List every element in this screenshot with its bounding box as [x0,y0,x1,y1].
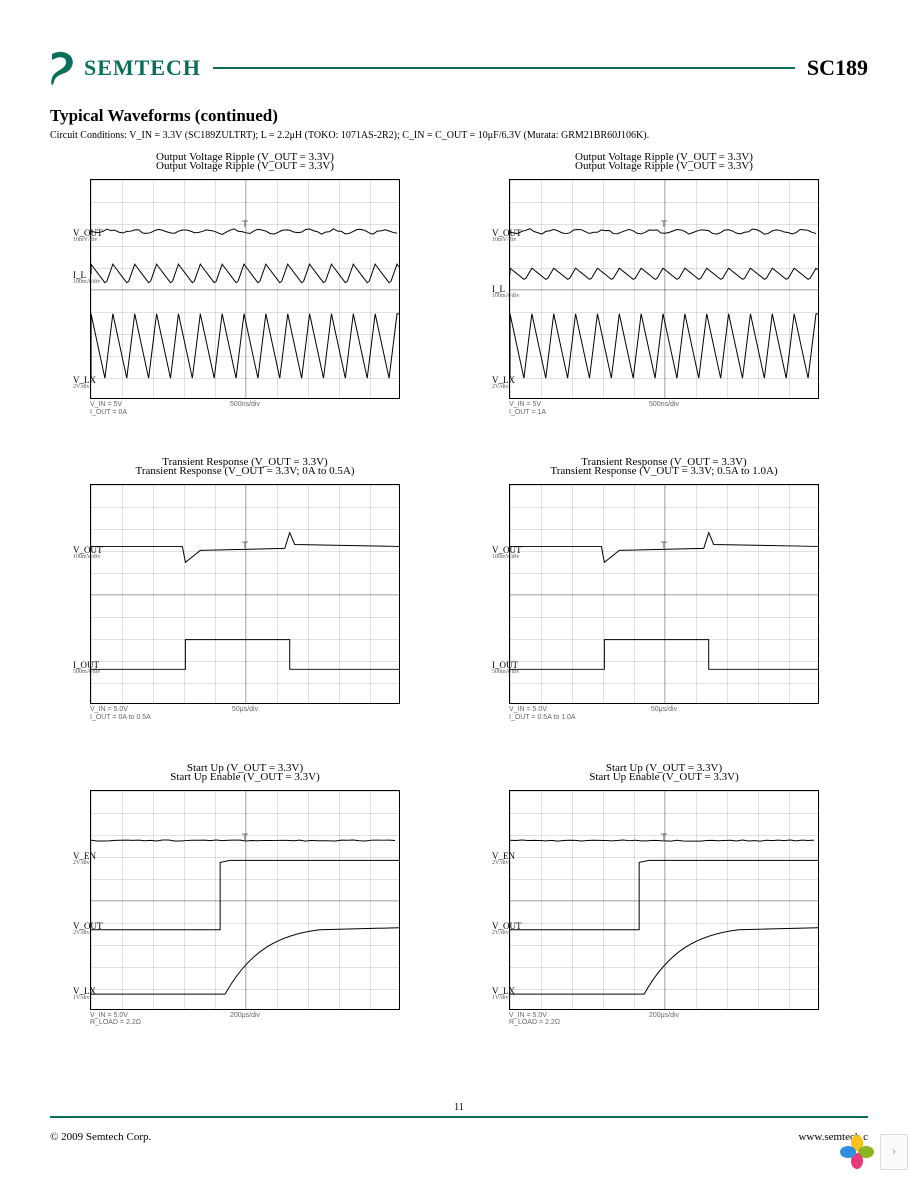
waveform-panel: Output Voltage Ripple (V_OUT = 3.3V) Out… [80,151,410,416]
trigger-marker-icon: ⊤ [660,833,668,841]
trigger-marker-icon: ⊤ [241,220,249,228]
scope-footer: V_IN = 5VI_OUT = 1A 500ns/div [509,401,819,416]
panel-title: Transient Response (V_OUT = 3.3V) Transi… [80,456,410,484]
section-title: Typical Waveforms (continued) [50,106,868,126]
circuit-conditions: Circuit Conditions: V_IN = 3.3V (SC189ZU… [50,130,868,141]
oscilloscope-plot: V_OUT10mV/divI_L100mA/divV_LX2V/div ⊤ [90,179,400,399]
petal-logo-icon [840,1135,874,1169]
header-rule [213,67,795,69]
oscilloscope-plot: V_EN2V/divV_OUT2V/divV_LX1V/div ⊤ [509,790,819,1010]
oscilloscope-plot: V_EN2V/divV_OUT2V/divV_LX1V/div ⊤ [90,790,400,1010]
page-header: SEMTECH SC189 [50,50,868,86]
brand-logo: SEMTECH [50,50,201,86]
corner-widget: › [840,1134,908,1170]
trigger-marker-icon: ⊤ [660,220,668,228]
brand-name: SEMTECH [84,55,201,81]
footer-rule [50,1116,868,1118]
trigger-marker-icon: ⊤ [241,541,249,549]
panel-title: Start Up (V_OUT = 3.3V) Start Up Enable … [80,762,410,790]
oscilloscope-plot: V_OUT10mV/divI_L100mA/divV_LX2V/div ⊤ [509,179,819,399]
panel-title: Output Voltage Ripple (V_OUT = 3.3V) Out… [80,151,410,179]
page-footer: © 2009 Semtech Corp. www.semtech.c [50,1131,868,1143]
waveform-panel: Start Up (V_OUT = 3.3V) Start Up Enable … [80,762,410,1027]
waveform-panel: Transient Response (V_OUT = 3.3V) Transi… [80,456,410,721]
oscilloscope-plot: V_OUT100mV/divI_OUT500mA/div ⊤ [509,484,819,704]
copyright: © 2009 Semtech Corp. [50,1131,151,1143]
waveform-grid: Output Voltage Ripple (V_OUT = 3.3V) Out… [50,151,868,1027]
waveform-panel: Output Voltage Ripple (V_OUT = 3.3V) Out… [499,151,829,416]
panel-title: Output Voltage Ripple (V_OUT = 3.3V) Out… [499,151,829,179]
part-number: SC189 [807,55,868,81]
oscilloscope-plot: V_OUT100mV/divI_OUT500mA/div ⊤ [90,484,400,704]
waveform-panel: Transient Response (V_OUT = 3.3V) Transi… [499,456,829,721]
next-page-button[interactable]: › [880,1134,908,1170]
logo-mark-icon [50,50,78,86]
waveform-panel: Start Up (V_OUT = 3.3V) Start Up Enable … [499,762,829,1027]
trigger-marker-icon: ⊤ [241,833,249,841]
panel-title: Transient Response (V_OUT = 3.3V) Transi… [499,456,829,484]
scope-footer: V_IN = 5VI_OUT = 0A 500ns/div [90,401,400,416]
page-number: 11 [454,1102,464,1113]
scope-footer: V_IN = 5.0VR_LOAD = 2.2Ω 200μs/div [509,1012,819,1027]
scope-footer: V_IN = 5.0VI_OUT = 0.5A to 1.0A 50μs/div [509,706,819,721]
trigger-marker-icon: ⊤ [660,541,668,549]
scope-footer: V_IN = 5.0VI_OUT = 0A to 0.5A 50μs/div [90,706,400,721]
panel-title: Start Up (V_OUT = 3.3V) Start Up Enable … [499,762,829,790]
scope-footer: V_IN = 5.0VR_LOAD = 2.2Ω 200μs/div [90,1012,400,1027]
